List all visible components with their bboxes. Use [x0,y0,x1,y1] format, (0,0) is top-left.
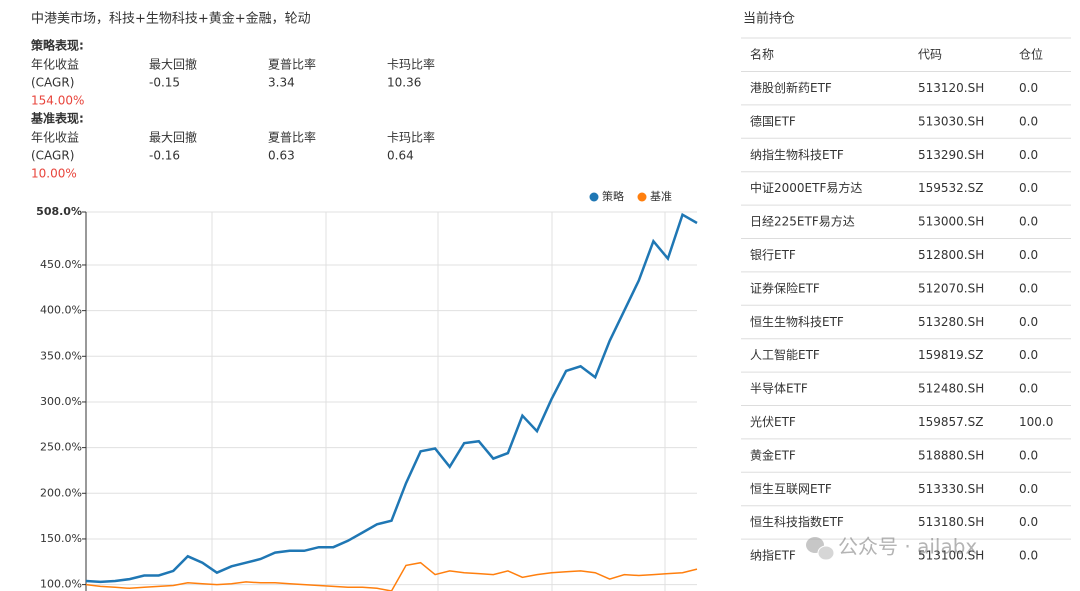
metric-value: 3.34 [268,76,295,90]
metric-name: 年化收益 [31,58,79,72]
metric-value: 10.36 [387,76,421,90]
legend-label: 策略 [602,189,624,203]
table-cell: 518880.SH [918,448,984,462]
table-cell: 513030.SH [918,114,984,128]
holdings-title: 当前持仓 [743,11,795,27]
table-cell: 港股创新药ETF [750,80,832,95]
table-cell: 黄金ETF [750,447,796,462]
table-cell: 0.0 [1019,549,1038,563]
watermark-text: 公众号 · ailabx [838,535,977,559]
table-header: 仓位 [1019,47,1043,62]
table-header: 代码 [918,48,942,62]
metrics-heading: 策略表现: [31,38,84,53]
table-cell: 0.0 [1019,315,1038,329]
table-cell: 513180.SH [918,515,984,529]
y-tick-label: 350.0% [40,349,82,362]
metric-name: 最大回撤 [149,57,197,72]
table-cell: 0.0 [1019,215,1038,229]
table-cell: 513330.SH [918,482,984,496]
y-tick-label: 300.0% [40,395,82,408]
y-tick-label: 200.0% [40,486,82,499]
metric-value: -0.15 [149,76,180,90]
series-line [85,212,698,584]
metric-value: 0.64 [387,149,414,163]
metric-value: 0.63 [268,149,295,163]
table-cell: 半导体ETF [750,382,808,396]
table-cell: 512800.SH [918,248,984,262]
metric-value: 154.00% [31,94,84,108]
table-cell: 恒生互联网ETF [750,482,832,496]
metric-note: (CAGR) [31,76,74,90]
table-cell: 人工智能ETF [750,347,820,362]
table-cell: 0.0 [1019,482,1038,496]
table-cell: 512070.SH [918,281,984,295]
table-cell: 0.0 [1019,281,1038,295]
table-cell: 512480.SH [918,382,984,396]
metric-name: 卡玛比率 [387,57,435,72]
y-tick-label: 150.0% [40,532,82,545]
table-cell: 恒生科技指数ETF [750,514,844,529]
table-cell: 中证2000ETF易方达 [750,180,862,195]
table-cell: 513290.SH [918,148,984,162]
metric-note: (CAGR) [31,149,74,163]
table-cell: 100.0 [1019,415,1053,429]
table-cell: 513000.SH [918,215,984,229]
metric-name: 卡玛比率 [387,130,435,145]
table-cell: 0.0 [1019,348,1038,362]
y-tick-label: 450.0% [40,258,82,271]
y-tick-label: 400.0% [40,304,82,317]
table-cell: 纳指生物科技ETF [750,147,844,162]
table-cell: 0.0 [1019,248,1038,262]
metric-value: 10.00% [31,167,77,181]
metric-name: 夏普比率 [268,57,316,72]
table-cell: 159857.SZ [918,415,983,429]
table-cell: 恒生生物科技ETF [750,315,844,329]
watermark-icon [817,545,835,561]
table-cell: 0.0 [1019,515,1038,529]
table-cell: 光伏ETF [750,415,796,429]
y-tick-label: 250.0% [40,441,82,454]
watermark: 公众号 · ailabx [806,535,977,561]
metric-name: 最大回撤 [149,130,197,145]
table-cell: 0.0 [1019,114,1038,128]
metrics-heading: 基准表现: [30,111,84,126]
metric-name: 夏普比率 [268,130,316,145]
table-cell: 0.0 [1019,382,1038,396]
table-cell: 0.0 [1019,181,1038,195]
table-cell: 513120.SH [918,81,984,95]
chart: 100.0% 150.0% 200.0% 250.0% 300.0% 350.0% 400.… [36,189,698,591]
table-cell: 159819.SZ [918,348,983,362]
table-cell: 纳指ETF [750,548,796,563]
table-cell: 德国ETF [750,113,796,128]
y-tick-label: 100.0% [40,578,82,591]
y-tick-label: 508.0% [36,205,82,218]
table-cell: 513100.SH [918,549,984,563]
table-cell: 0.0 [1019,81,1038,95]
metric-name: 年化收益 [31,131,79,145]
table-header: 名称 [750,47,774,62]
table-cell: 银行ETF [750,248,796,262]
legend-swatch [589,192,599,202]
page-title: 中港美市场，科技+生物科技+黄金+金融，轮动 [31,11,311,27]
legend-label: 基准 [650,190,672,203]
table-cell: 0.0 [1019,448,1038,462]
series-line [85,561,698,591]
table-cell: 513280.SH [918,315,984,329]
table-cell: 证券保险ETF [750,280,820,295]
metric-value: -0.16 [149,149,180,163]
table-cell: 159532.SZ [918,181,983,195]
table-cell: 日经225ETF易方达 [750,214,855,229]
table-cell: 0.0 [1019,148,1038,162]
legend-swatch [637,192,647,202]
